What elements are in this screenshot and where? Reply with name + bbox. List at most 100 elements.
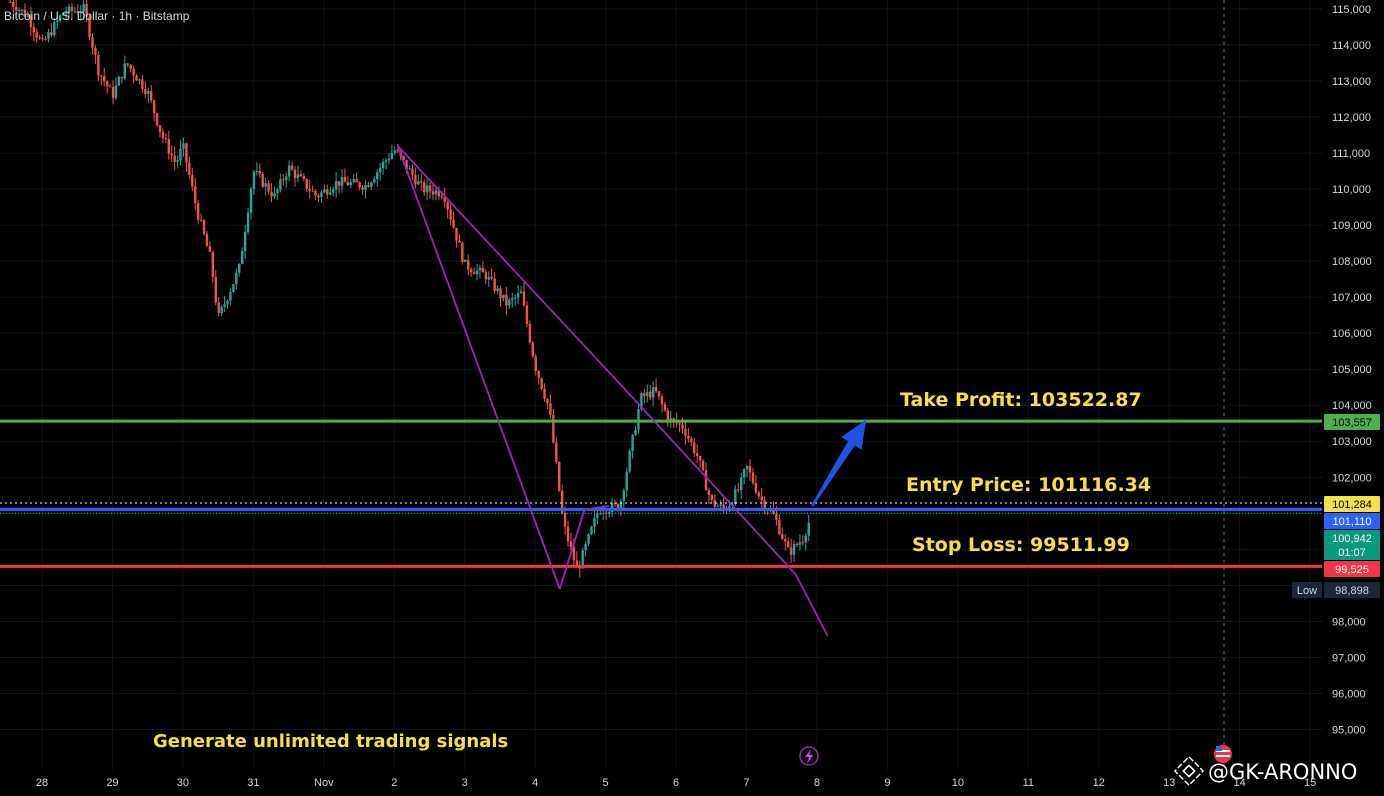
candle-body	[437, 190, 441, 197]
candle-body	[326, 189, 329, 195]
candle-body	[191, 174, 194, 187]
candle-body	[584, 544, 587, 551]
y-tick-label: 105,000	[1332, 364, 1372, 376]
countdown-text: 01:07	[1338, 547, 1366, 559]
watermark-text: @GK-ARONNO	[1208, 760, 1357, 784]
y-tick-label: 112,000	[1332, 112, 1371, 124]
entry-badge-text: 101,110	[1333, 516, 1372, 528]
candle-body	[378, 167, 382, 173]
candle-body	[781, 533, 784, 540]
candle-body	[484, 272, 488, 280]
price-axis-panel[interactable]	[1322, 0, 1384, 770]
us-flag-icon[interactable]	[1214, 745, 1232, 763]
binance-logo-icon	[1173, 755, 1205, 787]
falling-wedge-pattern[interactable]	[396, 145, 829, 637]
x-tick-label: 2	[391, 777, 397, 789]
candle-body	[9, 1, 12, 3]
candle-body	[97, 54, 100, 76]
candle-body	[513, 297, 517, 299]
candle-body	[132, 68, 135, 76]
x-tick-label: 12	[1093, 777, 1105, 789]
take-profit-badge-text: 103,557	[1332, 417, 1372, 429]
candle-body	[179, 148, 182, 161]
watermark: @GK-ARONNO	[1173, 755, 1357, 787]
symbol-title[interactable]: Bitcoin / U.S. Dollar · 1h · Bitstamp	[4, 9, 190, 23]
candle-body	[772, 509, 775, 514]
candle-body	[240, 251, 244, 265]
candle-body	[742, 469, 746, 478]
candle-body	[12, 1, 15, 7]
wedge-upper-line[interactable]	[619, 382, 797, 576]
candle-body	[346, 182, 350, 186]
candle-body	[804, 535, 807, 543]
candle-body	[519, 291, 523, 294]
candle-body	[784, 539, 787, 542]
low-label-text: Low	[1297, 585, 1317, 597]
candle-body	[558, 462, 561, 491]
candle-body	[267, 183, 270, 192]
candle-body	[552, 414, 555, 443]
candle-body	[337, 181, 341, 186]
candle-body	[745, 465, 749, 470]
candle-body	[795, 544, 799, 546]
candle-body	[285, 176, 288, 181]
horizontal-grid	[0, 8, 1322, 730]
candle-body	[199, 219, 203, 221]
candle-body	[331, 189, 335, 193]
candle-body	[560, 490, 564, 514]
wedge-lower-line[interactable]	[584, 505, 610, 511]
candle-body	[47, 32, 50, 40]
candle-body	[120, 77, 124, 79]
candle-body	[246, 212, 250, 232]
candle-body	[182, 143, 185, 149]
candle-body	[279, 179, 282, 190]
candle-body	[613, 503, 617, 505]
x-tick-label: 8	[814, 777, 820, 789]
candle-body	[243, 231, 247, 252]
y-tick-label: 109,000	[1332, 220, 1372, 232]
candle-body	[238, 264, 241, 273]
candle-body	[455, 227, 458, 241]
y-tick-label: 97,000	[1332, 652, 1366, 664]
candle-body	[610, 503, 614, 512]
wedge-lower-line[interactable]	[558, 509, 586, 590]
price-levels[interactable]	[0, 419, 1322, 568]
candle-body	[646, 391, 649, 397]
candle-body	[643, 393, 646, 397]
candle-body	[710, 494, 714, 501]
lightning-icon[interactable]	[799, 746, 819, 766]
candle-body	[164, 138, 168, 140]
up-arrow-shape	[811, 419, 867, 507]
candle-body	[114, 85, 118, 98]
candle-body	[707, 490, 711, 495]
candle-body	[619, 501, 623, 511]
candle-body	[792, 544, 796, 555]
time-axis-panel[interactable]	[0, 770, 1322, 796]
entry-badge: 101,110	[1324, 513, 1380, 529]
candle-body	[141, 79, 144, 89]
wedge-upper-line[interactable]	[397, 145, 621, 385]
candle-body	[687, 435, 690, 439]
candle-body	[637, 409, 640, 430]
y-tick-label: 104,000	[1332, 400, 1372, 412]
candle-body	[390, 152, 394, 159]
candle-body	[713, 500, 716, 507]
x-tick-label: 3	[462, 777, 468, 789]
candle-body	[472, 272, 476, 274]
candle-body	[196, 203, 200, 220]
candle-body	[751, 472, 755, 483]
stop-loss-badge: 99,525	[1324, 561, 1380, 577]
candle-body	[367, 185, 370, 187]
candle-body	[147, 91, 150, 94]
candle-body	[408, 168, 411, 170]
candle-body	[566, 526, 570, 542]
wedge-lower-line[interactable]	[396, 145, 561, 590]
y-tick-label: 107,000	[1332, 292, 1372, 304]
candle-body	[543, 388, 546, 399]
candle-body	[23, 9, 27, 17]
candle-body	[70, 6, 74, 12]
wedge-upper-line[interactable]	[795, 574, 829, 637]
candle-body	[299, 174, 303, 177]
candle-body	[651, 387, 655, 398]
